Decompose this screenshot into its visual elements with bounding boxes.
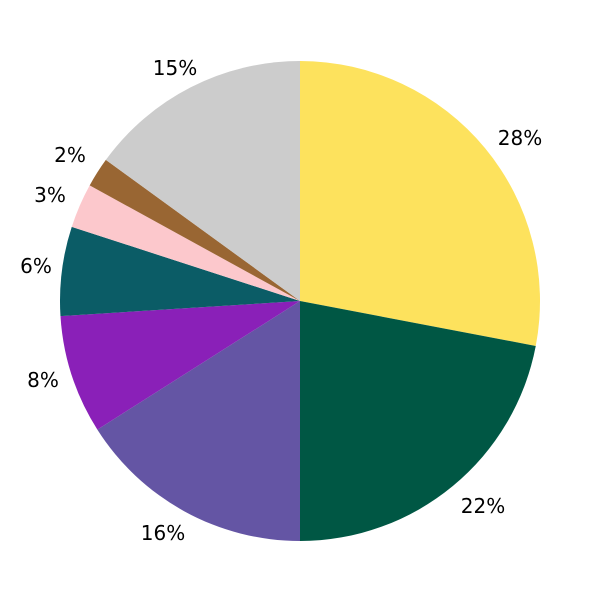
pie-slice[interactable] xyxy=(89,159,300,301)
pie-slice[interactable] xyxy=(97,301,301,541)
pie-slice[interactable] xyxy=(105,61,300,301)
pie-slice[interactable] xyxy=(300,301,536,541)
pie-slice-label: 2% xyxy=(54,143,86,167)
pie-slice-label: 22% xyxy=(460,494,506,518)
pie-slice-label: 8% xyxy=(27,368,59,392)
pie-slice-group xyxy=(60,61,541,541)
pie-slice-label: 15% xyxy=(152,56,198,80)
pie-slice-label: 6% xyxy=(20,254,52,278)
pie-slice-label: 3% xyxy=(34,183,66,207)
pie-slice[interactable] xyxy=(60,226,300,317)
pie-slice[interactable] xyxy=(60,301,300,430)
pie-slice-label: 16% xyxy=(140,521,186,545)
pie-slice-label: 28% xyxy=(497,126,543,150)
pie-slice[interactable] xyxy=(300,61,541,346)
pie-slice[interactable] xyxy=(71,185,300,301)
